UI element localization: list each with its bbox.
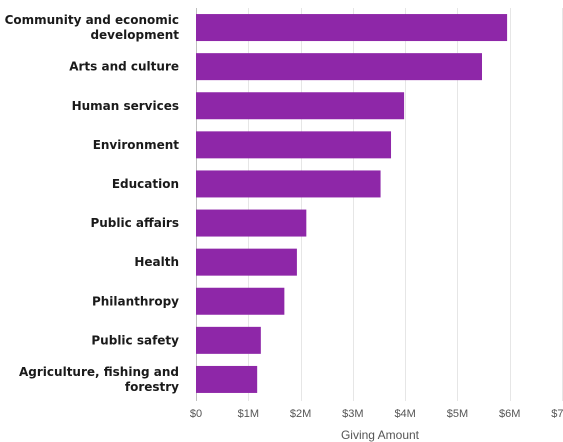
x-tick-label: $4M <box>394 408 415 420</box>
category-label: Human services <box>72 99 179 113</box>
category-label: Education <box>112 177 179 191</box>
category-labels: Community and economic development Arts an… <box>5 13 180 394</box>
category-label: Community and economic development <box>5 13 180 42</box>
x-tick-label: $6M <box>499 408 520 420</box>
bar <box>196 326 261 354</box>
bar <box>196 170 381 198</box>
category-label: Arts and culture <box>69 60 179 74</box>
x-tick-label: $0 <box>190 408 202 420</box>
x-tick-label: $1M <box>238 408 259 420</box>
category-label: Agriculture, fishing and forestry <box>19 365 179 394</box>
bars <box>196 14 508 393</box>
x-tick-label: $7M <box>551 408 563 420</box>
x-tick-label: $3M <box>342 408 363 420</box>
bar <box>196 53 483 81</box>
category-label: Environment <box>93 138 180 152</box>
bar <box>196 248 297 276</box>
category-label: Philanthropy <box>92 294 179 308</box>
bar <box>196 131 392 159</box>
bar <box>196 209 307 237</box>
bar <box>196 287 285 315</box>
bar <box>196 14 508 42</box>
x-tick-label: $5M <box>447 408 468 420</box>
category-label: Public affairs <box>90 216 179 230</box>
x-tick-labels: $0 $1M $2M $3M $4M $5M $6M $7M <box>190 408 563 420</box>
bar <box>196 365 258 393</box>
x-axis-title: Giving Amount <box>341 428 420 442</box>
x-tick-label: $2M <box>290 408 311 420</box>
category-label: Public safety <box>91 333 179 347</box>
bar <box>196 92 405 120</box>
category-label: Health <box>134 255 179 269</box>
